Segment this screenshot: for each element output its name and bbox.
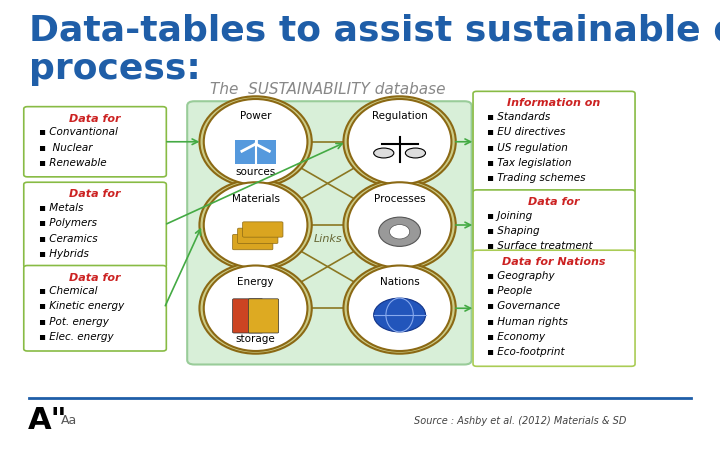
Ellipse shape [204, 266, 307, 351]
FancyBboxPatch shape [473, 250, 635, 366]
FancyBboxPatch shape [24, 182, 166, 268]
Text: ▪  Nuclear: ▪ Nuclear [39, 143, 92, 153]
Ellipse shape [343, 180, 456, 270]
Text: ▪ Trading schemes: ▪ Trading schemes [487, 173, 585, 183]
FancyBboxPatch shape [248, 299, 279, 333]
Text: Data for: Data for [528, 197, 580, 207]
FancyBboxPatch shape [233, 234, 273, 250]
Text: Nations: Nations [379, 277, 420, 287]
Text: Power: Power [240, 111, 271, 121]
Text: Energy: Energy [238, 277, 274, 287]
Text: Source : Ashby et al. (2012) Materials & SD: Source : Ashby et al. (2012) Materials &… [414, 416, 626, 426]
Text: Data for: Data for [69, 114, 121, 124]
FancyBboxPatch shape [24, 266, 166, 351]
Text: ▪ EU directives: ▪ EU directives [487, 127, 565, 137]
Text: Data-tables to assist sustainable design
process:: Data-tables to assist sustainable design… [29, 14, 720, 86]
Text: Data for: Data for [69, 273, 121, 283]
Text: ▪ Metals: ▪ Metals [39, 203, 84, 213]
Ellipse shape [199, 180, 312, 270]
Ellipse shape [348, 99, 451, 184]
FancyBboxPatch shape [473, 91, 635, 192]
Text: ▪ Renewable: ▪ Renewable [39, 158, 107, 168]
Text: ▪ Tax legislation: ▪ Tax legislation [487, 158, 572, 168]
Text: ▪ Ceramics: ▪ Ceramics [39, 234, 97, 243]
Ellipse shape [374, 298, 426, 332]
Ellipse shape [374, 148, 394, 158]
Text: ▪ Chemical: ▪ Chemical [39, 286, 97, 296]
Text: ▪ Kinetic energy: ▪ Kinetic energy [39, 302, 124, 311]
Text: ▪ Governance: ▪ Governance [487, 302, 560, 311]
Ellipse shape [343, 96, 456, 187]
Text: Data for: Data for [69, 189, 121, 199]
Text: sources: sources [235, 167, 276, 177]
Text: ▪ Human rights: ▪ Human rights [487, 317, 567, 327]
FancyBboxPatch shape [235, 140, 276, 164]
FancyBboxPatch shape [233, 299, 263, 333]
Text: storage: storage [235, 334, 276, 344]
Text: ▪ Geography: ▪ Geography [487, 271, 554, 281]
Ellipse shape [405, 148, 426, 158]
Text: ▪ Convantional: ▪ Convantional [39, 127, 118, 137]
Text: ▪ Pot. energy: ▪ Pot. energy [39, 317, 109, 327]
Text: The  SUSTAINABILITY database: The SUSTAINABILITY database [210, 82, 446, 98]
Text: ▪ Eco-footprint: ▪ Eco-footprint [487, 347, 564, 357]
Text: ▪ People: ▪ People [487, 286, 532, 296]
Text: ▪ US regulation: ▪ US regulation [487, 143, 567, 153]
FancyBboxPatch shape [238, 228, 278, 243]
FancyBboxPatch shape [243, 222, 283, 237]
Text: ▪ Surface treatment: ▪ Surface treatment [487, 241, 593, 251]
Ellipse shape [343, 263, 456, 354]
Ellipse shape [204, 99, 307, 184]
Text: Information on: Information on [508, 99, 600, 108]
FancyBboxPatch shape [473, 190, 635, 260]
Ellipse shape [379, 217, 420, 247]
Text: ▪ Economy: ▪ Economy [487, 332, 545, 342]
FancyBboxPatch shape [187, 101, 472, 365]
Text: ▪ Standards: ▪ Standards [487, 112, 550, 122]
Text: Aa: Aa [61, 414, 78, 427]
Text: Processes: Processes [374, 194, 426, 204]
Text: ▪ Joining: ▪ Joining [487, 211, 532, 220]
Text: ▪ Elec. energy: ▪ Elec. energy [39, 332, 114, 342]
Ellipse shape [204, 182, 307, 268]
Text: ▪ Hybrids: ▪ Hybrids [39, 249, 89, 259]
Text: ▪ Shaping: ▪ Shaping [487, 226, 539, 236]
Text: Materials: Materials [232, 194, 279, 204]
Ellipse shape [348, 182, 451, 268]
Ellipse shape [199, 96, 312, 187]
Text: Regulation: Regulation [372, 111, 428, 121]
Ellipse shape [199, 263, 312, 354]
Text: Data for Nations: Data for Nations [503, 257, 606, 267]
Ellipse shape [390, 225, 410, 239]
Ellipse shape [348, 266, 451, 351]
FancyBboxPatch shape [24, 107, 166, 177]
Text: A": A" [27, 406, 67, 435]
Text: ▪ Polymers: ▪ Polymers [39, 218, 97, 228]
Text: Links: Links [313, 234, 342, 244]
